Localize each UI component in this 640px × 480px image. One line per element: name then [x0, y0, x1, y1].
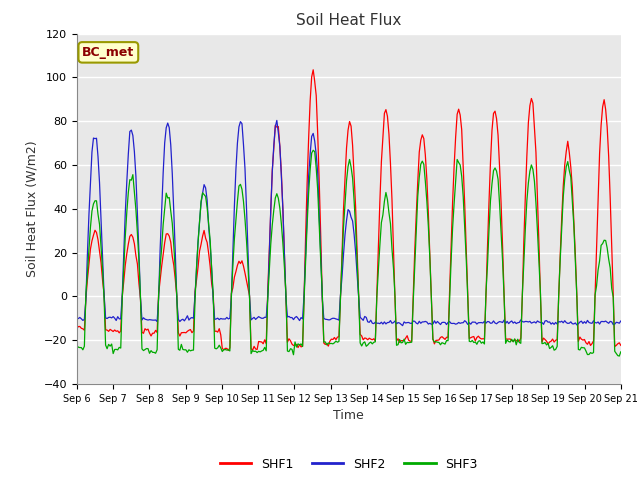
SHF3 [253, 350, 261, 356]
SHF1 [589, 338, 597, 344]
Legend: SHF1, SHF2, SHF3: SHF1, SHF2, SHF3 [214, 453, 483, 476]
SHF1 [255, 338, 262, 344]
X-axis label: Time: Time [333, 409, 364, 422]
SHF1 [237, 261, 244, 266]
SHF1 [617, 342, 625, 348]
SHF1 [309, 67, 317, 72]
SHF2 [140, 315, 147, 321]
SHF2 [273, 118, 281, 123]
Title: Soil Heat Flux: Soil Heat Flux [296, 13, 401, 28]
SHF3 [309, 147, 317, 153]
SHF3 [235, 183, 243, 189]
SHF3 [617, 349, 625, 355]
Line: SHF2: SHF2 [77, 120, 621, 325]
SHF1 [225, 348, 232, 353]
Text: BC_met: BC_met [82, 46, 134, 59]
SHF2 [262, 314, 270, 320]
Line: SHF1: SHF1 [77, 70, 621, 350]
SHF3 [312, 165, 320, 171]
SHF2 [399, 323, 406, 328]
SHF2 [73, 315, 81, 321]
SHF2 [589, 318, 597, 324]
SHF2 [235, 124, 243, 130]
SHF2 [253, 315, 261, 321]
SHF3 [140, 348, 147, 353]
SHF3 [588, 350, 596, 356]
SHF1 [73, 325, 81, 331]
SHF3 [73, 343, 81, 348]
SHF2 [312, 152, 320, 157]
SHF1 [264, 289, 271, 295]
SHF1 [314, 132, 321, 138]
SHF1 [140, 330, 147, 336]
SHF3 [616, 353, 623, 359]
SHF2 [617, 318, 625, 324]
Y-axis label: Soil Heat Flux (W/m2): Soil Heat Flux (W/m2) [25, 141, 38, 277]
Line: SHF3: SHF3 [77, 150, 621, 356]
SHF3 [262, 348, 270, 354]
